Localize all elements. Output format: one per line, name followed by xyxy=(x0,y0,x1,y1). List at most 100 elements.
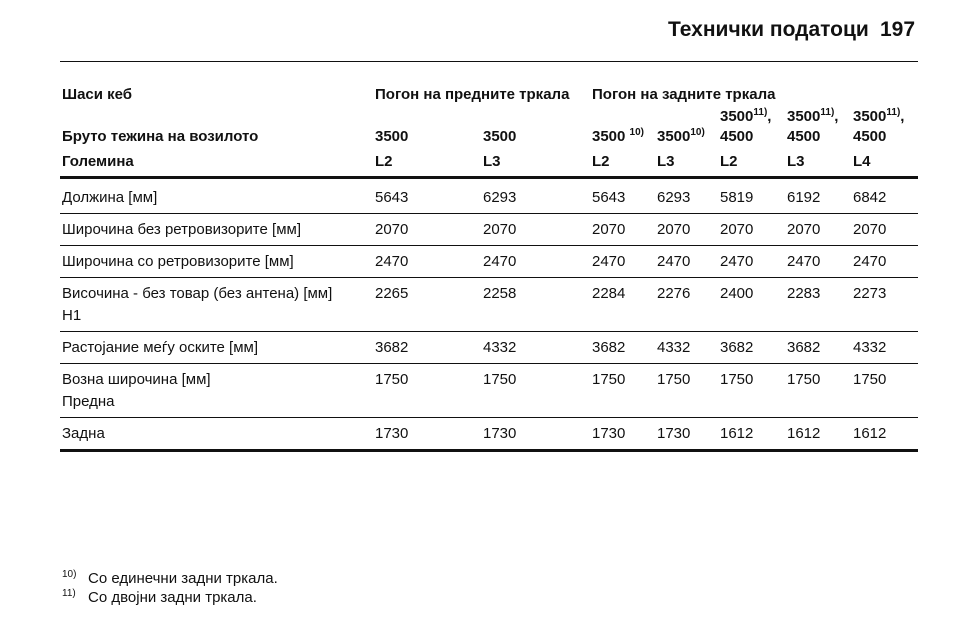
cell-value: 4332 xyxy=(657,339,691,356)
footnote: 10) Со единечни задни тркала. xyxy=(62,569,278,588)
row-label: Предна xyxy=(62,393,115,410)
cell-value: 1612 xyxy=(853,425,887,442)
thick-rule xyxy=(60,176,918,179)
cell-value: 6192 xyxy=(787,189,821,206)
weight-cell: 350011), xyxy=(787,108,838,126)
footnote-text: Со единечни задни тркала. xyxy=(88,570,278,587)
weight-cell: 3500 xyxy=(375,128,408,146)
cell-value: 2470 xyxy=(592,253,626,270)
row-rule xyxy=(60,277,918,278)
cell-value: 2273 xyxy=(853,285,887,302)
row-label: Широчина без ретровизорите [мм] xyxy=(62,221,301,238)
row-rule xyxy=(60,245,918,246)
weight-cell: 3500 10) xyxy=(592,128,644,146)
cell-value: 3682 xyxy=(375,339,409,356)
cell-value: 1730 xyxy=(592,425,626,442)
cell-value: 6293 xyxy=(657,189,691,206)
cell-value: 2258 xyxy=(483,285,517,302)
size: L3 xyxy=(483,153,501,170)
weight-sep: , xyxy=(900,108,905,125)
weight-value: 3500 xyxy=(592,128,626,145)
footnote-text: Со двојни задни тркала. xyxy=(88,589,257,606)
cell-value: 3682 xyxy=(720,339,754,356)
cell-value: 1612 xyxy=(720,425,754,442)
cell-value: 2470 xyxy=(720,253,754,270)
cell-value: 5643 xyxy=(592,189,626,206)
row-label: Н1 xyxy=(62,307,82,324)
cell-value: 2400 xyxy=(720,285,754,302)
size: L3 xyxy=(657,153,675,170)
cell-value: 2284 xyxy=(592,285,626,302)
thick-rule xyxy=(60,449,918,452)
cell-value: 6293 xyxy=(483,189,517,206)
size-label: Големина xyxy=(62,153,134,170)
cell-value: 1750 xyxy=(720,371,754,388)
cell-value: 1750 xyxy=(657,371,691,388)
cell-value: 2070 xyxy=(720,221,754,238)
cell-value: 2070 xyxy=(483,221,517,238)
size: L2 xyxy=(720,153,738,170)
page-title: Технички податоци xyxy=(668,18,869,41)
row-rule xyxy=(60,417,918,418)
weight-cell: 350010) xyxy=(657,128,705,146)
size: L3 xyxy=(787,153,805,170)
cell-value: 1750 xyxy=(483,371,517,388)
cell-value: 2070 xyxy=(592,221,626,238)
row-rule xyxy=(60,213,918,214)
cell-value: 6842 xyxy=(853,189,887,206)
cell-value: 4332 xyxy=(853,339,887,356)
cell-value: 1750 xyxy=(787,371,821,388)
weight-label: Бруто тежина на возилото xyxy=(62,128,259,145)
footnote-ref: 11) xyxy=(820,107,835,118)
weight-value: 3500 xyxy=(720,108,754,125)
cell-value: 1612 xyxy=(787,425,821,442)
size: L2 xyxy=(375,153,393,170)
page-number: 197 xyxy=(880,18,916,41)
footnote: 11) Со двојни задни тркала. xyxy=(62,588,257,607)
cell-value: 2283 xyxy=(787,285,821,302)
cell-value: 2276 xyxy=(657,285,691,302)
cell-value: 2470 xyxy=(853,253,887,270)
cell-value: 2070 xyxy=(787,221,821,238)
row-label: Растојание меѓу оските [мм] xyxy=(62,339,258,356)
cell-value: 2470 xyxy=(787,253,821,270)
header-rule xyxy=(60,61,918,62)
row-rule xyxy=(60,363,918,364)
row-label: Возна широчина [мм] xyxy=(62,371,211,388)
footnote-ref: 11) xyxy=(753,107,768,118)
cell-value: 4332 xyxy=(483,339,517,356)
weight-value: 3500 xyxy=(657,128,691,145)
cell-value: 1750 xyxy=(592,371,626,388)
weight-value: 3500 xyxy=(375,128,409,145)
weight-sep: , xyxy=(767,108,772,125)
cell-value: 1730 xyxy=(657,425,691,442)
footnote-ref: 10) xyxy=(690,127,705,138)
cell-value: 5819 xyxy=(720,189,754,206)
cell-value: 1730 xyxy=(375,425,409,442)
row-label: Широчина со ретровизорите [мм] xyxy=(62,253,294,270)
drive-rear: Погон на задните тркала xyxy=(592,86,776,103)
cell-value: 1750 xyxy=(853,371,887,388)
cell-value: 5643 xyxy=(375,189,409,206)
weight-value: 3500 xyxy=(483,128,517,145)
cell-value: 1730 xyxy=(483,425,517,442)
weight-value-2: 4500 xyxy=(720,128,754,145)
chassis-label: Шаси кеб xyxy=(62,86,133,103)
cell-value: 2470 xyxy=(375,253,409,270)
weight-cell: 3500 xyxy=(483,128,516,146)
row-rule xyxy=(60,331,918,332)
cell-value: 1750 xyxy=(375,371,409,388)
cell-value: 2265 xyxy=(375,285,409,302)
weight-cell: 350011), xyxy=(853,108,904,126)
weight-value: 3500 xyxy=(787,108,821,125)
weight-value-2: 4500 xyxy=(787,128,821,145)
weight-cell: 350011), xyxy=(720,108,771,126)
row-label: Должина [мм] xyxy=(62,189,158,206)
weight-value: 3500 xyxy=(853,108,887,125)
cell-value: 2470 xyxy=(657,253,691,270)
size: L2 xyxy=(592,153,610,170)
cell-value: 2070 xyxy=(853,221,887,238)
row-label: Височина - без товар (без антена) [мм] xyxy=(62,285,333,302)
weight-sep: , xyxy=(834,108,839,125)
